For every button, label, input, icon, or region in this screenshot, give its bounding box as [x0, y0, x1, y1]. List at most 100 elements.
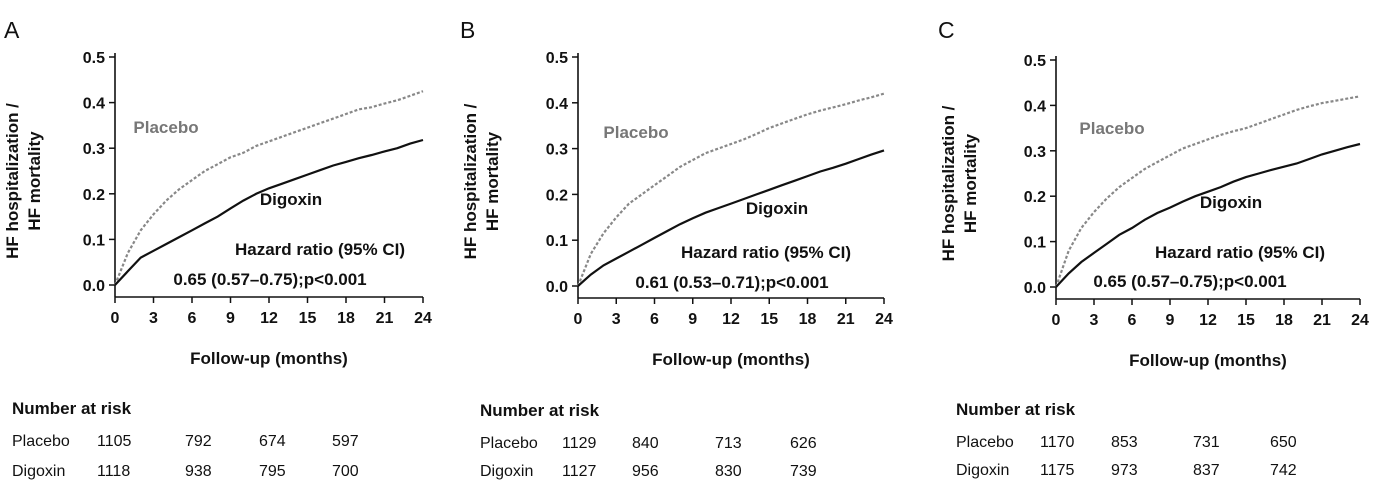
digoxin-series-line: [1055, 142, 1361, 288]
x-tick-label: 9: [688, 311, 697, 328]
hazard-ratio-value: 0.65 (0.57–0.75);p<0.001: [1093, 272, 1286, 291]
risk-value: 1175: [1040, 462, 1075, 479]
hazard-ratio-title: Hazard ratio (95% CI): [235, 240, 405, 259]
risk-value: 1127: [562, 463, 597, 480]
x-tick-label: 21: [837, 311, 855, 328]
risk-table-title: Number at risk: [12, 399, 132, 418]
x-tick-label: 24: [1351, 312, 1369, 329]
y-axis-label: HF mortality: [961, 133, 980, 233]
y-tick-label: 0.3: [83, 141, 105, 158]
risk-value: 700: [332, 463, 359, 480]
panel-letter: B: [460, 17, 475, 43]
digoxin-series-line: [114, 138, 424, 286]
x-tick-label: 24: [875, 311, 893, 328]
hazard-ratio-value: 0.65 (0.57–0.75);p<0.001: [173, 270, 366, 289]
hazard-ratio-title: Hazard ratio (95% CI): [681, 243, 851, 262]
chart-svg-b: B 0.0 0.1 0.2 0.3 0.4 0.5 0 3 6 9 12 15 18 21 24 HF hos…: [460, 17, 893, 369]
y-tick-label: 0.4: [546, 96, 568, 113]
x-tick-label: 15: [299, 310, 317, 327]
x-tick-label: 3: [612, 311, 621, 328]
x-tick-label: 6: [650, 311, 659, 328]
y-tick-label: 0.4: [83, 96, 105, 113]
risk-value: 597: [332, 433, 359, 450]
plot-area: 0.0 0.1 0.2 0.3 0.4 0.5 0 3 6 9 12 15 18 21 24 HF hospi…: [461, 50, 893, 369]
risk-value: 742: [1270, 462, 1297, 479]
panel-letter: C: [938, 17, 955, 43]
chart-panel-c: C 0.0 0.1 0.2 0.3 0.4 0.5 0 3 6 9 12 15 18 21 24 HF hos…: [920, 0, 1379, 485]
x-tick-label: 6: [188, 310, 197, 327]
risk-value: 674: [259, 433, 286, 450]
y-tick-label: 0.5: [546, 50, 568, 67]
risk-table-title: Number at risk: [956, 400, 1076, 419]
y-tick-label: 0.1: [546, 233, 568, 250]
digoxin-series-line: [577, 149, 885, 287]
y-axis-label: HF mortality: [483, 131, 502, 231]
x-axis-label: Follow-up (months): [1129, 351, 1287, 370]
x-tick-label: 6: [1128, 312, 1137, 329]
y-tick-label: 0.5: [83, 50, 105, 67]
x-tick-label: 9: [1166, 312, 1175, 329]
chart-panel-a: A 0.0 0.1 0.2 0.3 0.4 0.5 0 3 6 9 12 15 18 21 24 HF hos…: [0, 0, 460, 485]
x-tick-label: 3: [1090, 312, 1099, 329]
risk-value: 840: [632, 435, 659, 452]
x-tick-label: 0: [1052, 312, 1061, 329]
y-tick-label: 0.3: [1024, 144, 1046, 161]
x-tick-label: 21: [376, 310, 394, 327]
risk-value: 713: [715, 435, 742, 452]
placebo-label: Placebo: [603, 123, 668, 142]
x-tick-label: 12: [1199, 312, 1217, 329]
risk-row-label: Placebo: [480, 435, 538, 452]
placebo-series-line: [113, 90, 424, 286]
x-tick-label: 24: [414, 310, 432, 327]
risk-table-title: Number at risk: [480, 401, 600, 420]
risk-value: 956: [632, 463, 659, 480]
risk-value: 650: [1270, 434, 1297, 451]
y-tick-label: 0.1: [83, 232, 105, 249]
chart-panel-b: B 0.0 0.1 0.2 0.3 0.4 0.5 0 3 6 9 12 15 18 21 24 HF hos…: [460, 0, 920, 485]
risk-value: 1129: [562, 435, 597, 452]
risk-row-label: Placebo: [956, 434, 1014, 451]
chart-svg-a: A 0.0 0.1 0.2 0.3 0.4 0.5 0 3 6 9 12 15 18 21 24 HF hos…: [3, 17, 432, 368]
risk-value: 837: [1193, 462, 1220, 479]
chart-svg-c: C 0.0 0.1 0.2 0.3 0.4 0.5 0 3 6 9 12 15 18 21 24 HF hos…: [938, 17, 1369, 370]
x-tick-label: 18: [337, 310, 355, 327]
x-tick-label: 21: [1313, 312, 1331, 329]
y-tick-label: 0.2: [83, 187, 105, 204]
risk-value: 1170: [1040, 434, 1075, 451]
risk-row-label: Placebo: [12, 433, 70, 450]
x-tick-label: 0: [111, 310, 120, 327]
x-axis-label: Follow-up (months): [190, 349, 348, 368]
x-tick-label: 12: [722, 311, 740, 328]
digoxin-label: Digoxin: [1200, 193, 1262, 212]
x-tick-label: 18: [799, 311, 817, 328]
risk-value: 1105: [97, 433, 132, 450]
hazard-ratio-value: 0.61 (0.53–0.71);p<0.001: [635, 273, 828, 292]
risk-row-label: Digoxin: [12, 463, 66, 480]
y-tick-label: 0.3: [546, 142, 568, 159]
risk-value: 739: [790, 463, 817, 480]
risk-row-label: Digoxin: [480, 463, 534, 480]
x-tick-label: 15: [760, 311, 778, 328]
risk-value: 795: [259, 463, 286, 480]
y-tick-label: 0.0: [1024, 280, 1046, 297]
y-tick-label: 0.2: [1024, 189, 1046, 206]
hazard-ratio-title: Hazard ratio (95% CI): [1155, 243, 1325, 262]
risk-value: 938: [185, 463, 212, 480]
y-axis-label: HF hospitalization /: [461, 103, 480, 259]
risk-value: 1118: [97, 463, 131, 480]
risk-value: 973: [1111, 462, 1138, 479]
y-axis-label: HF hospitalization /: [939, 105, 958, 261]
y-tick-label: 0.5: [1024, 53, 1046, 70]
y-tick-label: 0.0: [83, 278, 105, 295]
x-tick-label: 15: [1237, 312, 1255, 329]
x-tick-label: 3: [149, 310, 158, 327]
placebo-series-line: [1054, 95, 1361, 288]
y-tick-label: 0.1: [1024, 235, 1046, 252]
placebo-label: Placebo: [1079, 119, 1144, 138]
y-tick-label: 0.0: [546, 279, 568, 296]
placebo-series-line: [576, 92, 885, 287]
risk-value: 792: [185, 433, 212, 450]
risk-value: 731: [1193, 434, 1220, 451]
y-axis-label: HF hospitalization /: [3, 103, 22, 259]
risk-value: 830: [715, 463, 742, 480]
